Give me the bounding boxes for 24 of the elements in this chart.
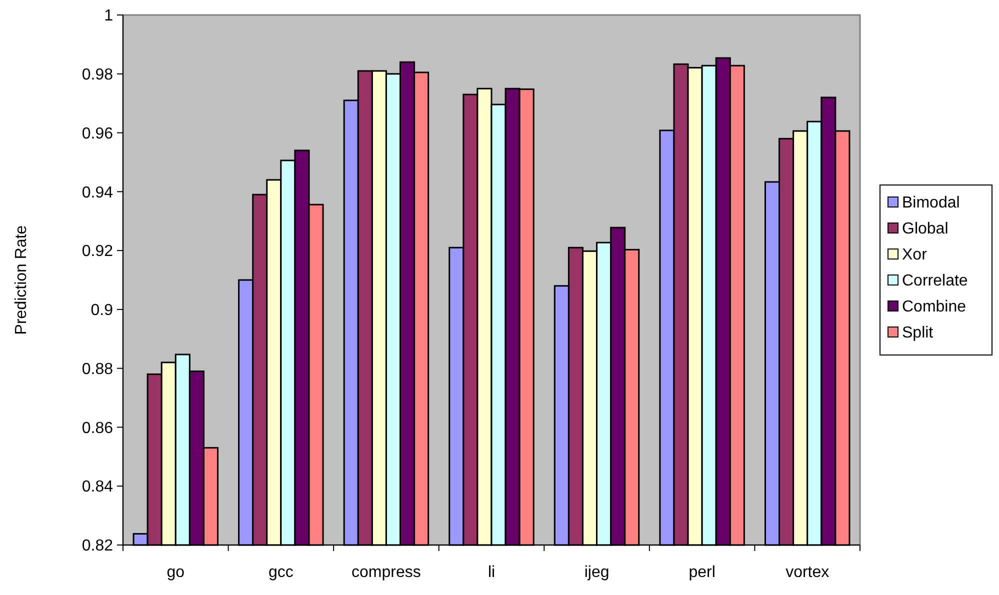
x-tick-label: compress — [352, 564, 421, 581]
y-tick-label: 0.82 — [82, 538, 114, 555]
x-tick-label: ijeg — [584, 564, 610, 581]
x-tick-label: go — [166, 564, 185, 581]
x-tick-label: gcc — [268, 564, 294, 581]
y-tick-label: 0.94 — [82, 184, 114, 202]
legend-label: Split — [902, 324, 934, 342]
y-tick-label: 0.86 — [82, 420, 114, 437]
legend-label: Global — [902, 220, 948, 238]
x-tick-label: vortex — [786, 564, 830, 581]
y-tick-label: 0.88 — [82, 360, 114, 378]
x-tick-label: perl — [688, 564, 716, 581]
y-tick-label: 0.9 — [90, 302, 114, 320]
y-tick-label: 0.98 — [82, 66, 114, 84]
y-tick-label: 0.92 — [82, 243, 114, 260]
legend-label: Bimodal — [902, 194, 960, 212]
y-tick-label: 1 — [104, 8, 114, 25]
y-tick-label: 0.96 — [82, 125, 114, 142]
legend-label: Correlate — [902, 272, 968, 290]
legend-label: Combine — [902, 298, 966, 316]
x-tick-label: li — [488, 564, 496, 581]
legend-label: Xor — [902, 246, 928, 264]
y-tick-label: 0.84 — [82, 478, 114, 496]
y-axis-title: Prediction Rate — [13, 225, 30, 335]
